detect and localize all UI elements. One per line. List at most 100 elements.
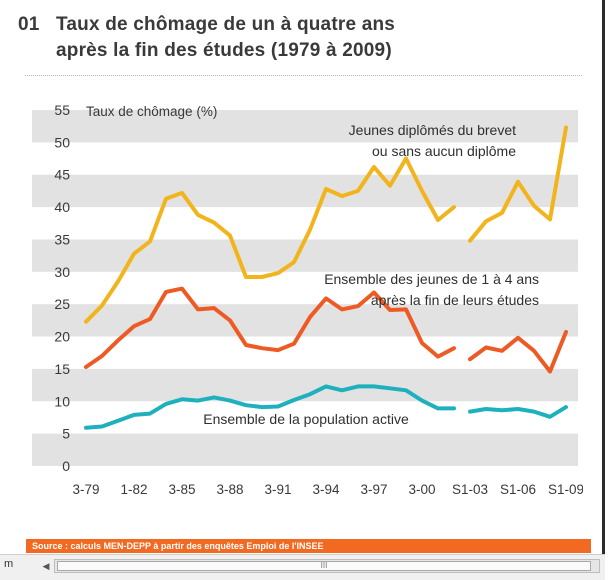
data-point (308, 228, 312, 231)
data-point (548, 415, 552, 419)
data-point (500, 409, 504, 412)
data-point (372, 291, 376, 294)
data-point (132, 324, 136, 328)
data-point (116, 339, 120, 342)
data-point (100, 425, 104, 428)
data-point (340, 308, 344, 311)
y-tick-label: 5 (62, 426, 70, 442)
data-point (196, 308, 200, 311)
y-tick-label: 35 (54, 231, 70, 247)
series-label: Jeunes diplômés du brevet (349, 122, 516, 138)
data-point (404, 389, 408, 392)
data-point (548, 370, 552, 373)
grid-bands (26, 80, 583, 540)
data-point (164, 290, 168, 294)
data-point (148, 240, 152, 243)
title-line-1: Taux de chômage de un à quatre ans (56, 14, 396, 35)
y-tick-label: 40 (54, 199, 70, 215)
series-labels: Jeunes diplômés du brevet ou sans aucun d… (203, 122, 539, 427)
data-point (420, 341, 424, 345)
data-point (468, 410, 472, 413)
data-point (212, 221, 216, 224)
data-point (564, 405, 568, 409)
title-line-2: après la fin des études (1979 à 2009) (56, 40, 392, 61)
data-point (196, 213, 200, 217)
data-point (324, 187, 328, 191)
x-tick-label: 3-85 (168, 482, 195, 497)
y-tick-label: 50 (54, 134, 70, 150)
data-point (84, 320, 88, 323)
data-point (180, 191, 184, 195)
data-point (436, 218, 440, 222)
scroll-thumb[interactable]: III (57, 561, 591, 571)
data-point (100, 304, 104, 307)
grid-band (32, 433, 578, 466)
data-point (372, 165, 376, 169)
data-point (148, 317, 152, 321)
chart-panel: 0 5 10 15 20 25 30 35 40 45 50 55 3-79 1-82 3-85 3-88 3… (26, 80, 583, 540)
data-point (516, 407, 520, 411)
data-point (164, 402, 168, 406)
data-point (212, 396, 216, 399)
data-point (228, 234, 232, 237)
data-point (404, 308, 408, 311)
data-point (484, 346, 488, 349)
data-point (564, 330, 568, 334)
data-point (500, 349, 504, 352)
x-tick-label: 3-94 (312, 482, 340, 497)
data-point (292, 260, 296, 264)
data-point (564, 126, 568, 129)
data-point (180, 287, 184, 290)
data-point (532, 410, 536, 413)
data-point (468, 358, 472, 361)
data-point (324, 297, 328, 300)
data-point (356, 385, 360, 388)
data-point (84, 426, 88, 430)
x-tick-label: 3-88 (216, 482, 243, 497)
data-point (292, 398, 296, 402)
data-point (436, 355, 440, 358)
series-label: Ensemble de la population active (203, 411, 409, 427)
x-tick-label: 3-79 (72, 482, 99, 497)
data-point (244, 343, 248, 347)
y-tick-label: 25 (54, 296, 70, 312)
data-point (484, 220, 488, 223)
data-point (388, 387, 392, 390)
x-tick-label: 3-97 (360, 482, 387, 497)
data-point (356, 189, 360, 193)
data-point (452, 407, 456, 410)
data-point (276, 348, 280, 352)
y-tick-labels: 0 5 10 15 20 25 30 35 40 45 50 55 (54, 102, 70, 474)
scroll-left-arrow-icon[interactable]: ◀ (42, 561, 50, 571)
data-point (340, 194, 344, 198)
title-divider (25, 75, 582, 76)
data-point (228, 319, 232, 322)
grid-band (32, 239, 578, 272)
data-point (388, 184, 392, 187)
data-point (532, 349, 536, 352)
y-tick-label: 55 (54, 102, 70, 118)
data-point (164, 197, 168, 200)
series-line-2-part-a (84, 286, 456, 369)
data-point (292, 342, 296, 345)
data-point (308, 315, 312, 319)
data-point (484, 407, 488, 411)
source-note: Source : calculs MEN-DEPP à partir des e… (26, 539, 591, 553)
y-tick-label: 20 (54, 329, 70, 345)
horizontal-scrollbar[interactable]: m ◀ III (0, 554, 605, 580)
y-tick-label: 30 (54, 264, 70, 280)
series-label: après la fin de leurs études (371, 292, 539, 308)
data-point (276, 405, 280, 408)
data-point (356, 304, 360, 308)
data-point (516, 180, 520, 184)
scroll-track[interactable]: III (54, 559, 600, 573)
data-point (340, 389, 344, 392)
x-tick-label: S1-06 (500, 482, 536, 497)
data-point (500, 211, 504, 215)
series-line-3-part-a (84, 384, 456, 430)
data-point (260, 346, 264, 350)
series-lines (84, 125, 568, 430)
x-tick-label: 3-91 (264, 482, 291, 497)
